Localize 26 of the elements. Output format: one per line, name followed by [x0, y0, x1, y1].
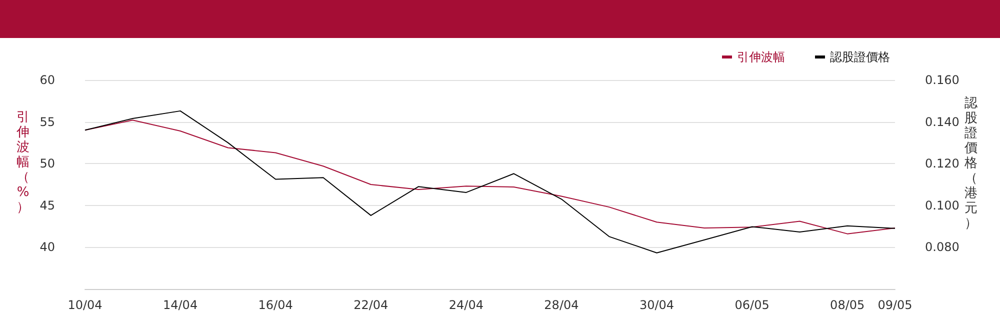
y-tick-label: 60: [40, 73, 55, 87]
line-series: [84, 120, 896, 234]
y2-tick-label: 0.120: [925, 156, 960, 171]
y2-tick-label: 0.140: [925, 114, 960, 129]
y-tick-label: 55: [40, 114, 55, 129]
legend-label: 引伸波幅: [737, 50, 785, 64]
y-tick-label: 50: [40, 156, 55, 171]
y-axis-title: 引伸波幅（%）: [16, 110, 30, 215]
x-tick-label: 09/05: [878, 298, 912, 312]
line-series: [84, 110, 896, 254]
legend-label: 認股證價格: [830, 50, 890, 64]
x-tick-label: 28/04: [544, 298, 579, 312]
y-tick-label: 40: [40, 240, 55, 254]
x-tick-label: 24/04: [448, 298, 484, 312]
x-tick-label: 16/04: [258, 298, 293, 312]
text: 認股證價格（港元）: [964, 96, 978, 231]
x-tick-label: 06/05: [734, 298, 770, 312]
y2-tick-label: 0.160: [925, 73, 960, 87]
x-tick-label: 22/04: [354, 298, 388, 312]
y2-tick-label: 0.080: [925, 240, 960, 254]
y2-tick-label: 0.100: [925, 198, 960, 212]
x-tick-label: 10/04: [68, 298, 102, 312]
x-tick-label: 14/04: [162, 298, 198, 312]
x-tick-label: 30/04: [639, 298, 674, 312]
x-tick-label: 08/05: [830, 298, 865, 312]
y-tick-label: 45: [40, 198, 55, 212]
